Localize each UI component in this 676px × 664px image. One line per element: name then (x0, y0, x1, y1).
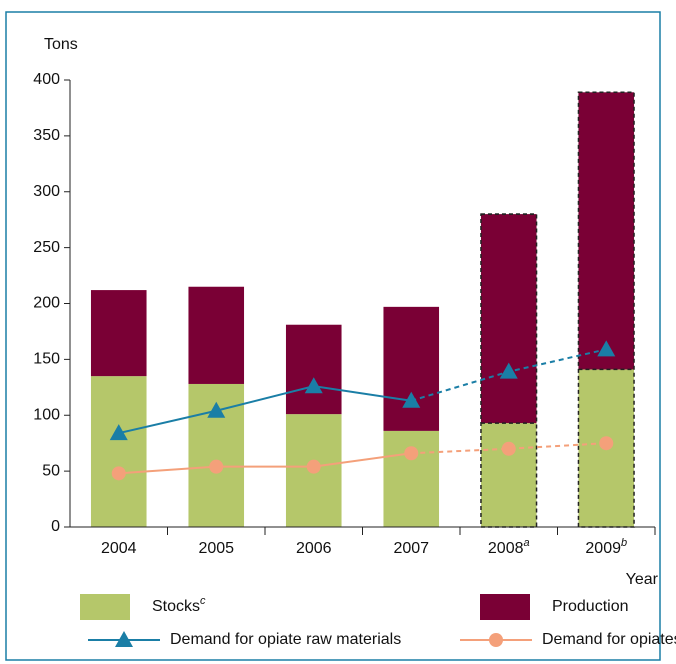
frame (5, 11, 661, 661)
marker (306, 459, 321, 474)
y-tick-label: 50 (42, 462, 60, 479)
estimate-outline (480, 213, 538, 528)
marker (599, 436, 614, 451)
marker (111, 466, 126, 481)
y-tick-label: 250 (33, 239, 60, 256)
category: 2006 (296, 540, 332, 557)
x-tick-label: 2005 (198, 540, 234, 557)
marker (597, 340, 616, 357)
category-note: b (621, 537, 627, 549)
category-note: a (523, 537, 529, 549)
marker (402, 391, 421, 408)
y-tick-label: 200 (33, 295, 60, 312)
legend-label: Production (552, 598, 629, 615)
legend-swatch (480, 594, 530, 620)
y-axis-label: Tons (44, 36, 78, 53)
bar (188, 286, 245, 384)
marker (115, 631, 133, 647)
bar (578, 92, 635, 370)
y-tick-label: 350 (33, 127, 60, 144)
category: 2005 (198, 540, 234, 557)
bar (383, 430, 440, 527)
marker (501, 441, 516, 456)
marker (304, 377, 323, 394)
bar (383, 306, 440, 431)
y-tick-label: 0 (51, 518, 60, 535)
bar (480, 214, 537, 424)
x-tick-label: 2004 (101, 540, 137, 557)
legend-name: Production (552, 598, 629, 615)
x-tick-label: 2008a (488, 537, 530, 557)
bar (90, 376, 147, 527)
y-tick-label: 100 (33, 406, 60, 423)
marker (404, 446, 419, 461)
line (118, 385, 412, 435)
line (118, 452, 412, 475)
y-tick-label: 150 (33, 351, 60, 368)
legend-name: Demand for opiates (542, 631, 676, 648)
marker (489, 633, 503, 647)
category: 2009 (585, 540, 621, 557)
legend-label: Stocksc (152, 595, 206, 615)
marker (209, 459, 224, 474)
category: 2004 (101, 540, 137, 557)
legend-label: Demand for opiate raw materials (170, 631, 401, 648)
category: 2007 (393, 540, 429, 557)
y-tick-label: 400 (33, 71, 60, 88)
marker (109, 424, 128, 441)
bar (90, 290, 147, 377)
legend-swatch (80, 594, 130, 620)
legend-note: c (200, 595, 206, 607)
marker (499, 362, 518, 379)
bar (285, 324, 342, 415)
legend-name: Demand for opiate raw materials (170, 631, 401, 648)
marker (207, 401, 226, 418)
x-tick-label: 2006 (296, 540, 332, 557)
x-tick-label: 2007 (393, 540, 429, 557)
line (411, 442, 607, 455)
bar (480, 423, 537, 527)
legend-label: Demand for opiatesd (542, 628, 676, 648)
category: 2008 (488, 540, 524, 557)
x-axis-label: Year (626, 571, 659, 588)
legend-name: Stocks (152, 598, 200, 615)
y-tick-label: 300 (33, 183, 60, 200)
x-tick-label: 2009b (585, 537, 627, 557)
